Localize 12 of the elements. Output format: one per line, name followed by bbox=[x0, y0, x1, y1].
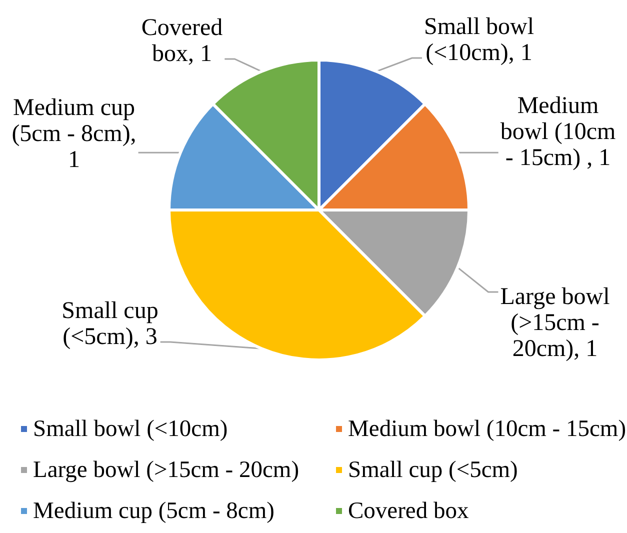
data-label: Small bowl (<10cm), 1 bbox=[424, 14, 534, 66]
data-label: Large bowl (>15cm - 20cm), 1 bbox=[500, 284, 610, 362]
data-label: Small cup (<5cm), 3 bbox=[62, 298, 158, 350]
legend-label: Medium cup (5cm - 8cm) bbox=[33, 498, 274, 524]
legend-label: Medium bowl (10cm - 15cm) bbox=[348, 416, 626, 442]
data-label: Medium cup (5cm - 8cm), 1 bbox=[12, 95, 136, 173]
data-label: Medium bowl (10cm - 15cm) , 1 bbox=[500, 93, 616, 171]
legend-label: Small cup (<5cm) bbox=[348, 457, 518, 483]
legend-label: Covered box bbox=[348, 498, 469, 524]
legend-label: Large bowl (>15cm - 20cm) bbox=[33, 457, 300, 483]
legend-label: Small bowl (<10cm) bbox=[33, 416, 228, 442]
data-label: Covered box, 1 bbox=[141, 15, 223, 67]
